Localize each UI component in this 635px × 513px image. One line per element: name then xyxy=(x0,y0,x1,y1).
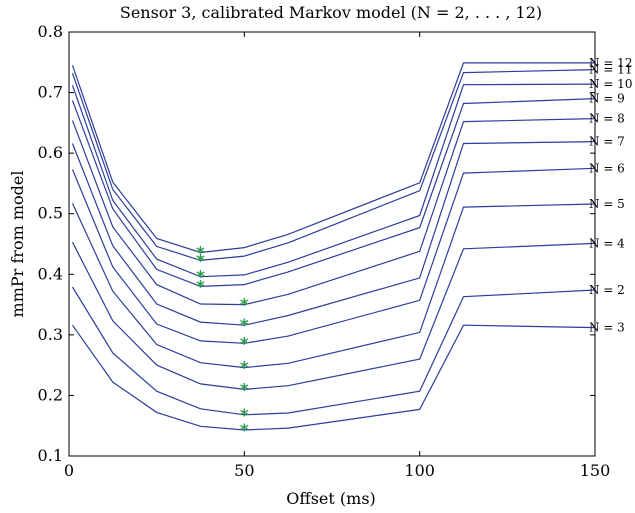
chart-title: Sensor 3, calibrated Markov model (N = 2… xyxy=(120,3,542,22)
series-label: N = 10 xyxy=(589,77,632,91)
series-lines xyxy=(71,62,596,431)
y-tick-label: 0.1 xyxy=(38,446,63,465)
minimum-marker: * xyxy=(240,316,249,336)
axis-ticks: 0 50 100 150 0.1 0.2 0.3 0.4 0.5 0.6 0.7 0.8 xyxy=(38,22,611,480)
x-tick-label: 150 xyxy=(580,461,611,480)
minimum-marker: * xyxy=(240,359,249,379)
minimum-markers: *********** xyxy=(196,243,249,440)
series-label: N = 9 xyxy=(589,92,625,106)
series-label: N = 4 xyxy=(589,236,625,250)
minimum-marker: * xyxy=(196,277,205,297)
series-line xyxy=(72,324,596,431)
minimum-marker: * xyxy=(240,380,249,400)
x-axis-label: Offset (ms) xyxy=(286,489,376,508)
minimum-marker: * xyxy=(240,406,249,426)
minimum-marker: * xyxy=(240,296,249,316)
series-line xyxy=(71,83,596,278)
minimum-marker: * xyxy=(240,421,249,441)
minimum-marker: * xyxy=(196,243,205,263)
series-label: N = 8 xyxy=(589,112,625,126)
y-tick-label: 0.8 xyxy=(38,22,63,41)
minimum-marker: * xyxy=(196,251,205,271)
series-line xyxy=(71,62,595,254)
x-tick-label: 0 xyxy=(64,461,74,480)
y-tick-label: 0.3 xyxy=(38,325,63,344)
series-line xyxy=(71,98,596,288)
x-tick-label: 100 xyxy=(404,461,435,480)
x-tick-label: 50 xyxy=(234,461,254,480)
plot-frame xyxy=(68,31,596,457)
series-label: N = 3 xyxy=(589,321,625,335)
minimum-marker: * xyxy=(196,268,205,288)
y-tick-label: 0.4 xyxy=(38,264,63,283)
series-line xyxy=(71,141,596,326)
y-tick-label: 0.6 xyxy=(38,143,63,162)
series-label: N = 2 xyxy=(589,283,625,297)
series-line xyxy=(71,286,596,416)
series-line xyxy=(71,203,596,369)
series-line xyxy=(71,69,596,262)
series-label: N = 5 xyxy=(589,197,625,211)
y-axis-label: mmPr from model xyxy=(8,171,27,318)
series-label: N = 12 xyxy=(589,56,632,70)
series-label: N = 6 xyxy=(589,161,625,175)
series-label: N = 11 xyxy=(589,63,632,77)
series-label: N = 7 xyxy=(589,135,625,149)
series-line xyxy=(71,241,596,391)
series-line xyxy=(71,118,596,306)
y-tick-label: 0.5 xyxy=(38,204,63,223)
y-tick-label: 0.2 xyxy=(38,385,63,404)
minimum-marker: * xyxy=(240,334,249,354)
series-labels: N = 12N = 11N = 10N = 9 N = 8 N = 7 N = 6 N … xyxy=(589,56,632,335)
series-line xyxy=(71,167,596,344)
y-tick-label: 0.7 xyxy=(38,83,63,102)
